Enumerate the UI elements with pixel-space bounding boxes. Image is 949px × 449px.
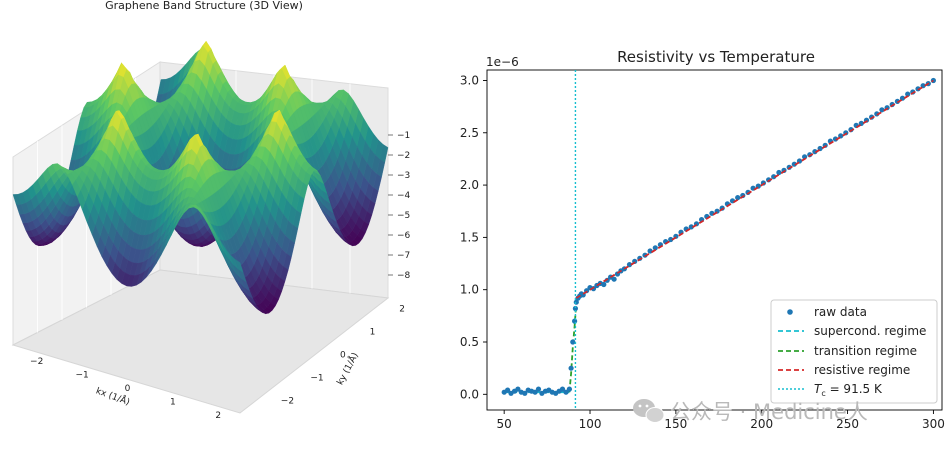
energy-tick-label: −1 [397, 131, 410, 141]
energy-tick-label: −6 [397, 231, 411, 241]
raw-data-point [604, 277, 610, 283]
kx-tick-label: −1 [75, 370, 88, 380]
resistive-fit-line [575, 79, 934, 299]
ky-tick-label: 1 [370, 328, 376, 338]
raw-data-point [515, 386, 521, 392]
raw-data-point [894, 98, 901, 104]
raw-data-point [535, 386, 542, 392]
x-tick-label: 50 [497, 417, 512, 431]
resistivity-chart: Resistivity vs Temperature 1e−6 50 100 150… [460, 48, 945, 431]
raw-data-point [771, 174, 777, 180]
surface-chart: Graphene Band Structure (3D View) −2 −1 0 1… [11, 0, 411, 421]
raw-data-point [611, 276, 617, 282]
energy-tick-label: −7 [397, 251, 410, 261]
raw-data-point [626, 262, 633, 268]
y-tick-label: 1.5 [460, 230, 479, 244]
watermark-text: 公众号 · Medicine人 [670, 400, 868, 424]
raw-data-point [601, 281, 607, 288]
kx-tick-label: 2 [215, 411, 221, 421]
raw-data-point [874, 111, 880, 117]
raw-data-point [652, 245, 658, 251]
raw-data-point [791, 161, 797, 167]
energy-tick-labels: −1 −2 −3 −4 −5 −6 −7 −8 [388, 131, 411, 281]
y-tick-label: 0.5 [460, 335, 479, 349]
raw-data-point [647, 248, 653, 254]
raw-data-point [642, 252, 648, 258]
raw-data-point [930, 77, 937, 84]
raw-data-point [776, 169, 782, 176]
energy-tick-label: −5 [397, 211, 410, 221]
watermark: 公众号 · Medicine人 [633, 399, 868, 424]
kx-tick-labels: −2 −1 0 1 2 [30, 357, 221, 421]
legend-resistive-label: resistive regime [814, 363, 910, 377]
kx-tick-label: 0 [125, 384, 131, 394]
resistivity-title: Resistivity vs Temperature [617, 48, 815, 66]
raw-data-point [572, 318, 578, 324]
legend-raw-marker [787, 309, 793, 315]
ky-tick-label: 2 [399, 305, 405, 315]
kx-tick-label: −2 [30, 357, 43, 367]
y-tick-label: 2.5 [460, 126, 479, 140]
raw-data-point [566, 386, 573, 392]
raw-data-point [590, 286, 597, 292]
surface-title: Graphene Band Structure (3D View) [105, 0, 303, 12]
y-tick-label: 0.0 [460, 387, 479, 401]
legend-tc-label: Tc = 91.5 K [814, 382, 883, 398]
energy-tick-label: −8 [397, 271, 411, 281]
raw-data-point [505, 387, 511, 393]
y-offset-label: 1e−6 [486, 55, 519, 69]
raw-data-point [570, 339, 576, 345]
energy-tick-label: −3 [397, 171, 410, 181]
raw-data-point [568, 365, 574, 371]
x-tick-label: 150 [664, 417, 687, 431]
raw-data-point [522, 390, 528, 396]
raw-data-point [559, 386, 566, 392]
band-surface [12, 40, 389, 315]
plot-frame [486, 69, 943, 411]
legend-supercond-label: supercond. regime [814, 324, 926, 338]
raw-data-point [915, 86, 921, 92]
x-tick-label: 250 [836, 417, 859, 431]
x-tick-label: 300 [922, 417, 945, 431]
axes-ticks: 50 100 150 200 250 300 0.0 0.5 1.0 1.5 2.0 2.5 3.0 [460, 73, 945, 431]
y-tick-label: 2.0 [460, 178, 479, 192]
wechat-icon [633, 399, 665, 423]
x-tick-label: 200 [750, 417, 773, 431]
raw-data-points [501, 77, 937, 396]
ky-tick-label: −1 [310, 374, 323, 384]
ky-tick-label: −2 [281, 397, 294, 407]
raw-data-point [735, 195, 741, 201]
legend: raw data supercond. regime transition re… [770, 299, 938, 404]
raw-data-point [532, 389, 538, 395]
y-tick-label: 1.0 [460, 283, 479, 297]
energy-tick-label: −4 [397, 191, 411, 201]
raw-data-point [879, 107, 885, 113]
raw-data-point [668, 236, 674, 243]
surface-cell [12, 194, 22, 205]
legend-transition-label: transition regime [814, 344, 917, 358]
raw-data-point [745, 189, 751, 195]
raw-data-point [563, 389, 569, 395]
ky-tick-labels: −2 −1 0 1 2 [281, 305, 405, 407]
y-tick-label: 3.0 [460, 73, 479, 87]
raw-data-point [905, 91, 911, 97]
legend-raw-label: raw data [814, 305, 867, 319]
ky-tick-label: 0 [340, 351, 346, 361]
raw-data-point [688, 224, 694, 230]
energy-tick-label: −2 [397, 151, 410, 161]
raw-data-point [812, 149, 818, 155]
kx-tick-label: 1 [170, 398, 176, 408]
ky-axis-label: ky (1/Å) [334, 350, 361, 387]
raw-data-point [572, 305, 579, 312]
legend-box [770, 299, 938, 404]
x-tick-label: 100 [579, 417, 602, 431]
raw-data-point [766, 177, 772, 183]
